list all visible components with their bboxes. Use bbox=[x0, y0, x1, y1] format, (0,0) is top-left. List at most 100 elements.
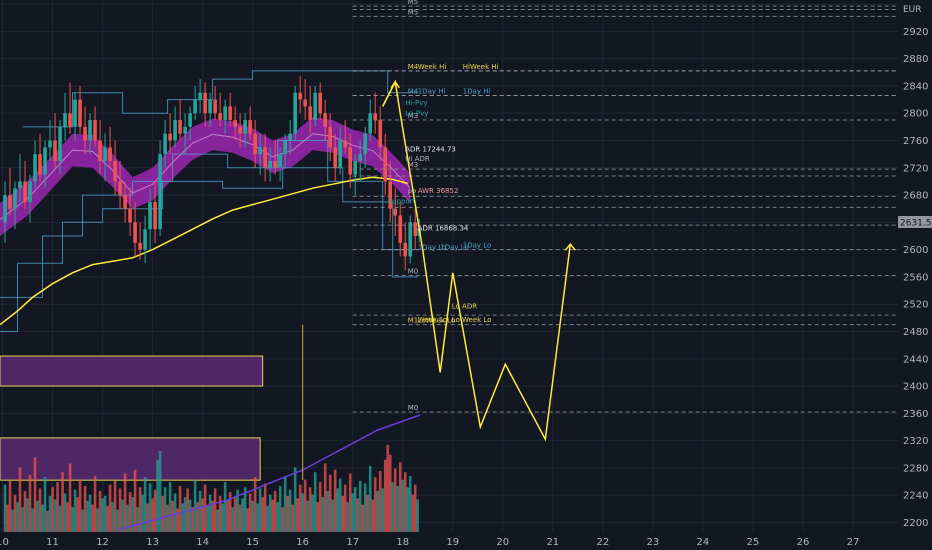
volume-bar bbox=[71, 507, 74, 532]
volume-bar bbox=[378, 470, 382, 532]
candle-body bbox=[313, 92, 317, 121]
candle-body bbox=[198, 92, 202, 100]
candle-body bbox=[258, 147, 262, 155]
volume-bar bbox=[6, 504, 9, 532]
volume-bar bbox=[116, 509, 119, 532]
candle-body bbox=[133, 222, 137, 243]
candle-body bbox=[58, 126, 62, 161]
x-tick-label: 13 bbox=[146, 537, 159, 548]
y-tick-label: 2920 bbox=[903, 27, 928, 38]
candle-body bbox=[403, 242, 408, 257]
volume-bar bbox=[33, 457, 37, 532]
volume-bar bbox=[248, 493, 252, 532]
candle-body bbox=[18, 181, 22, 189]
candle-body bbox=[343, 140, 347, 148]
level-annotation: Week Lo bbox=[418, 316, 447, 324]
candle-body bbox=[28, 181, 32, 202]
volume-bar bbox=[198, 490, 202, 532]
level-tag: M3 bbox=[408, 112, 419, 120]
candle-body bbox=[178, 120, 182, 134]
volume-bar bbox=[181, 503, 184, 532]
volume-bar bbox=[213, 488, 217, 532]
candle-body bbox=[88, 120, 92, 141]
volume-bar bbox=[16, 502, 19, 532]
ema-ribbon bbox=[0, 117, 411, 236]
candle-body bbox=[283, 140, 287, 155]
volume-bar bbox=[366, 494, 370, 532]
volume-bar bbox=[46, 510, 49, 532]
volume-bar bbox=[346, 502, 349, 532]
volume-bar bbox=[63, 493, 67, 532]
candle-body bbox=[193, 99, 197, 114]
volume-bar bbox=[281, 507, 284, 532]
volume-bar bbox=[61, 472, 64, 532]
candle-body bbox=[388, 181, 393, 209]
y-tick-label: 2680 bbox=[903, 191, 928, 202]
y-tick-label: 2440 bbox=[903, 354, 928, 365]
adr-layer bbox=[0, 70, 418, 481]
candle-body bbox=[348, 147, 352, 175]
volume-bar bbox=[98, 490, 102, 532]
candle-body bbox=[328, 126, 332, 148]
level-tag: M3 bbox=[408, 161, 419, 169]
level-annotation: Hi ADR bbox=[405, 155, 430, 163]
volume-bar bbox=[203, 484, 207, 532]
candle-body bbox=[253, 133, 257, 155]
volume-bar bbox=[141, 494, 144, 532]
candle-body bbox=[298, 92, 302, 100]
volume-bar bbox=[361, 504, 365, 532]
level-tag: M5 bbox=[408, 0, 419, 6]
volume-bar bbox=[336, 488, 339, 532]
volume-bar bbox=[386, 444, 390, 532]
candle-layer bbox=[3, 75, 422, 271]
volume-bar bbox=[126, 504, 129, 532]
x-tick-label: 20 bbox=[496, 537, 509, 548]
candle-body bbox=[93, 120, 97, 141]
level-tag: M0 bbox=[408, 268, 419, 276]
volume-bar bbox=[161, 495, 164, 532]
volume-bar bbox=[356, 498, 359, 532]
volume-bar bbox=[66, 502, 69, 532]
currency-label: EUR bbox=[903, 5, 922, 15]
volume-bar bbox=[241, 498, 244, 532]
volume-bar bbox=[148, 483, 152, 532]
volume-bar bbox=[311, 494, 314, 532]
volume-bar bbox=[351, 493, 354, 532]
volume-bar bbox=[108, 484, 112, 532]
y-tick-label: 2240 bbox=[903, 491, 928, 502]
volume-layer bbox=[3, 414, 421, 532]
volume-bar bbox=[308, 487, 312, 532]
volume-bar bbox=[81, 509, 84, 532]
volume-bar bbox=[136, 507, 139, 532]
volume-bar bbox=[43, 477, 47, 532]
y-tick-label: 2520 bbox=[903, 300, 928, 311]
volume-bar bbox=[221, 503, 224, 532]
candle-body bbox=[213, 99, 217, 114]
level-label: 1Day Hi bbox=[463, 87, 491, 95]
volume-bar bbox=[138, 487, 142, 532]
volume-bar bbox=[333, 469, 337, 532]
volume-bar bbox=[381, 488, 385, 532]
volume-bar bbox=[36, 500, 39, 532]
adr-band-line bbox=[0, 167, 418, 332]
candle-body bbox=[128, 208, 132, 223]
projection-lead bbox=[382, 81, 396, 107]
candle-body bbox=[203, 92, 207, 114]
volume-bar bbox=[178, 485, 182, 532]
volume-bar bbox=[123, 473, 127, 532]
candle-body bbox=[168, 133, 172, 141]
candle-body bbox=[228, 106, 232, 121]
level-annotation: ADR 16868.34 bbox=[418, 225, 469, 233]
candle-body bbox=[173, 120, 177, 141]
volume-bar bbox=[163, 487, 167, 532]
volume-bar bbox=[243, 487, 247, 532]
level-label: HiWeek Hi bbox=[463, 63, 499, 71]
candle-body bbox=[183, 126, 187, 134]
candle-body bbox=[78, 99, 82, 127]
volume-bar bbox=[103, 495, 107, 532]
candle-body bbox=[118, 181, 122, 196]
level-tag: M5 bbox=[408, 8, 419, 16]
